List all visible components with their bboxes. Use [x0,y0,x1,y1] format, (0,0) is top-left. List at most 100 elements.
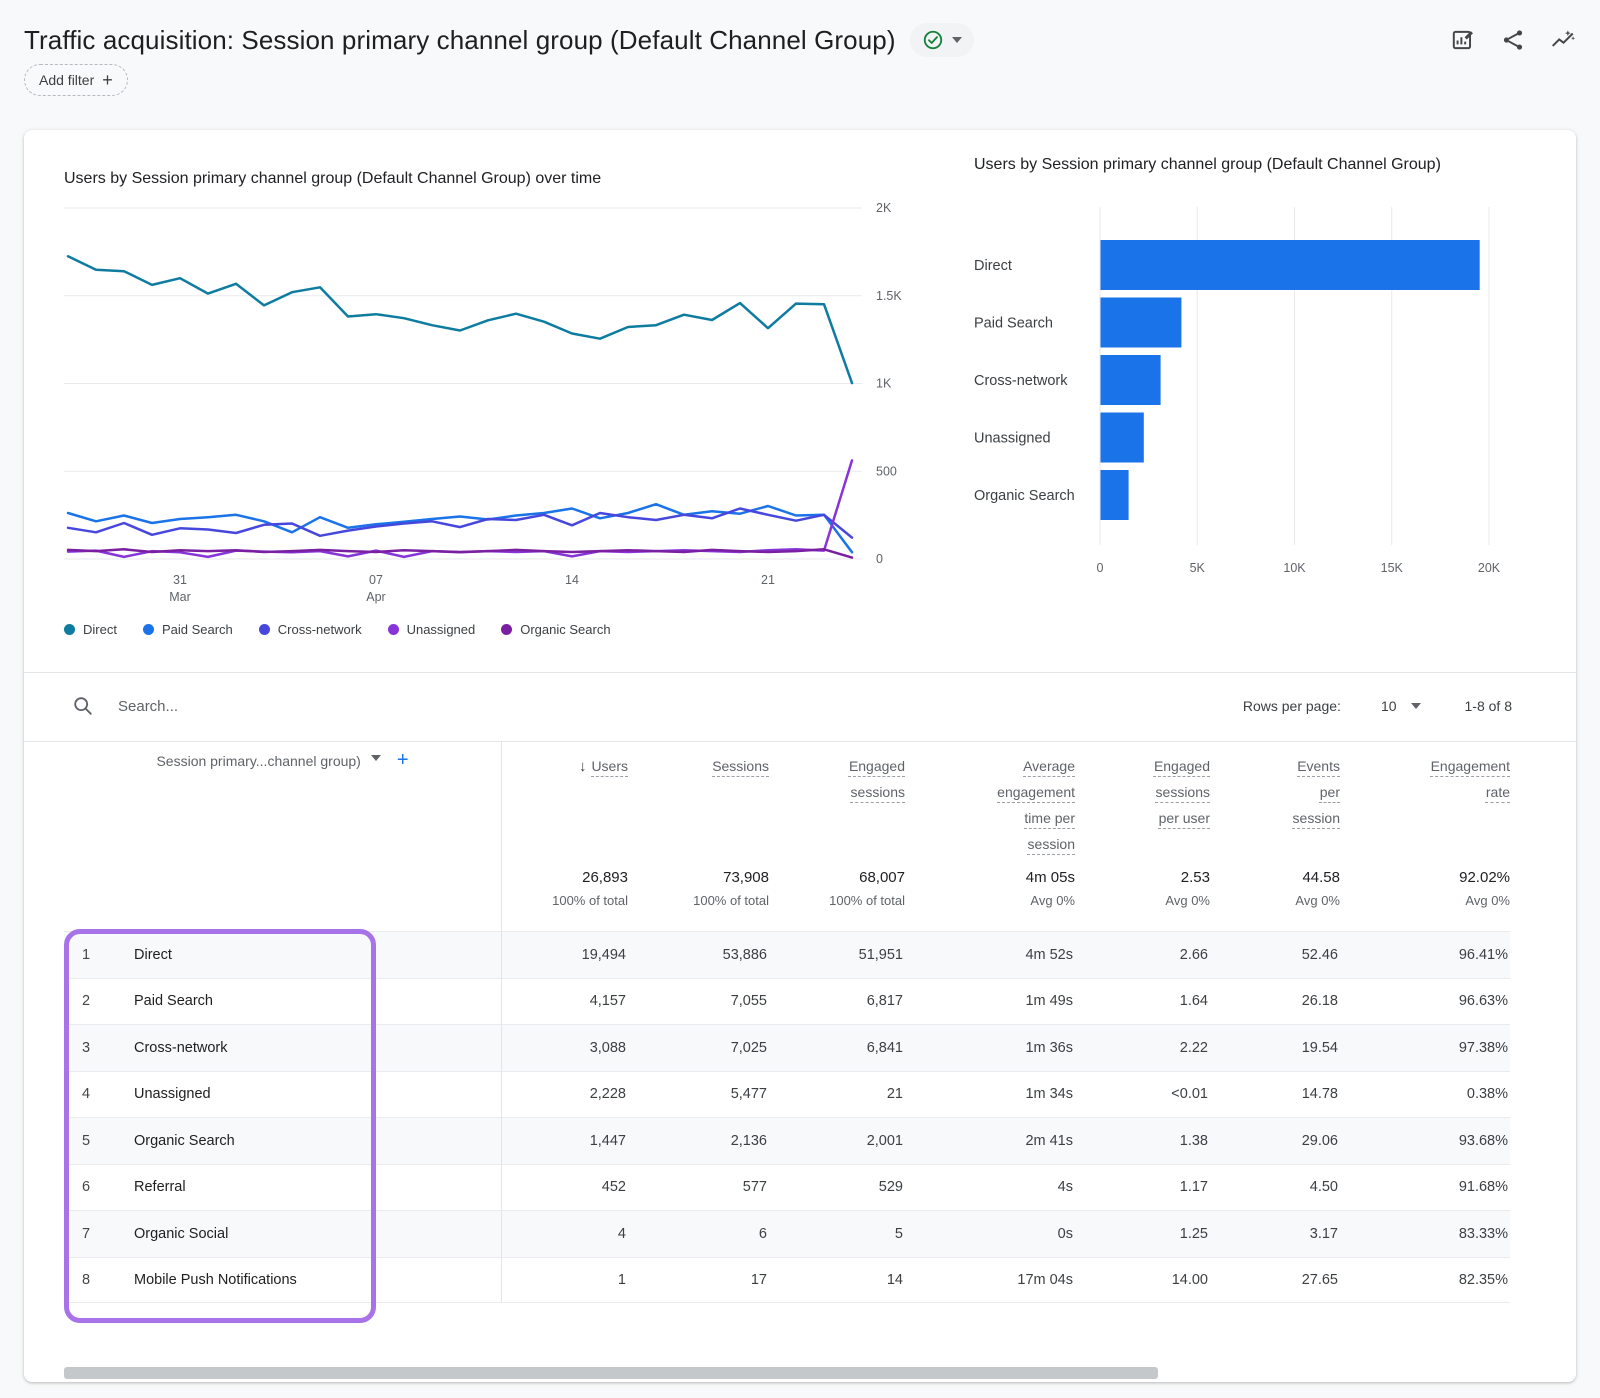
row-channel: Referral [108,1163,502,1210]
metric-cell-engaged-sessions-per-user: 2.66 [1075,931,1210,978]
divider [24,741,1576,742]
search-box [72,695,1243,717]
metric-cell-engaged-sessions-per-user: 2.22 [1075,1024,1210,1071]
metric-cell-engagement-rate: 0.38% [1340,1070,1510,1118]
metric-cell-engaged-sessions: 6,841 [769,1024,905,1071]
metric-cell-engaged-sessions-per-user: 1.25 [1075,1210,1210,1257]
channel-group-table: Session primary...channel group) + ↓ Users S… [64,741,1510,1303]
metric-cell-users: 2,228 [502,1070,628,1118]
metric-cell-engaged-sessions-per-user: 1.64 [1075,977,1210,1025]
row-rank: 7 [64,1210,108,1257]
add-filter-button[interactable]: Add filter + [24,64,128,96]
metric-cell-sessions: 17 [628,1256,769,1303]
column-header-engaged-sessions[interactable]: Engaged sessions [769,741,905,855]
metric-cell-engagement-rate: 82.35% [1340,1256,1510,1303]
totals-spacer [64,855,502,931]
divider [24,672,1576,673]
column-header-events-per-session[interactable]: Events per session [1210,741,1340,855]
row-channel: Cross-network [108,1024,502,1071]
total-value: 2.53 [1180,869,1210,886]
total-value: 68,007 [859,869,905,886]
horizontal-scrollbar-thumb[interactable] [64,1367,1158,1379]
svg-text:1K: 1K [876,377,892,391]
svg-text:0: 0 [1097,561,1104,575]
metric-cell-average-engagement-time-per-session: 17m 04s [905,1256,1075,1303]
total-value: 4m 05s [1025,869,1075,886]
chart-legend: Direct Paid Search Cross-network Unassigned… [64,622,611,637]
metric-cell-users: 1,447 [502,1117,628,1164]
row-channel: Paid Search [108,977,502,1024]
legend-item: Cross-network [258,622,362,637]
add-dimension-icon[interactable]: + [396,749,409,771]
column-header-label: Events per session [1292,758,1340,826]
metric-cell-users: 4,157 [502,977,628,1025]
rows-per-page-select[interactable]: 10 [1381,698,1421,714]
dimension-column-header[interactable]: Session primary...channel group) + [64,741,502,855]
metric-cell-average-engagement-time-per-session: 4m 52s [905,931,1075,978]
total-subtext: Avg 0% [1165,893,1210,908]
metric-cell-average-engagement-time-per-session: 2m 41s [905,1117,1075,1164]
metric-cell-engaged-sessions: 6,817 [769,977,905,1025]
bar-chart: 0 5K 10K 15K 20K Direct Paid Search Cross-netwo… [974,207,1501,575]
column-header-label: Engaged sessions per user [1153,758,1210,826]
metric-cell-engaged-sessions-per-user: 1.38 [1075,1117,1210,1164]
metric-cell-engagement-rate: 97.38% [1340,1024,1510,1071]
metric-cell-average-engagement-time-per-session: 1m 36s [905,1024,1075,1071]
svg-text:21: 21 [761,573,775,587]
metric-cell-engaged-sessions-per-user: 1.17 [1075,1163,1210,1211]
total-value: 44.58 [1302,869,1340,886]
metric-cell-events-per-session: 14.78 [1210,1070,1340,1118]
row-channel: Mobile Push Notifications [108,1256,502,1303]
svg-text:14: 14 [565,573,579,587]
column-header-average-engagement-time-per-session[interactable]: Average engagement time per session [905,741,1075,855]
total-subtext: 100% of total [552,893,628,908]
dimension-header-label: Session primary...channel group) [156,753,361,769]
metric-cell-average-engagement-time-per-session: 1m 49s [905,977,1075,1025]
insights-button[interactable] [1550,27,1576,53]
report-status-badge[interactable] [909,23,974,57]
share-icon [1503,30,1523,50]
metric-cell-users: 3,088 [502,1024,628,1071]
row-rank: 2 [64,977,108,1025]
bar-chart-title: Users by Session primary channel group (… [974,156,1441,173]
share-button[interactable] [1500,27,1526,53]
metric-cell-events-per-session: 52.46 [1210,931,1340,978]
chevron-down-icon[interactable] [370,755,381,761]
svg-text:15K: 15K [1381,561,1404,575]
total-value: 73,908 [723,869,769,886]
column-header-users[interactable]: ↓ Users [502,741,628,855]
edit-report-icon [1452,30,1473,50]
column-header-label: Average engagement time per session [997,758,1075,852]
table-toolbar: Rows per page: 10 1-8 of 8 [72,686,1512,726]
report-header: Traffic acquisition: Session primary cha… [24,18,1576,62]
rows-per-page-label: Rows per page: [1242,698,1341,714]
svg-text:500: 500 [876,464,897,478]
metric-cell-engagement-rate: 91.68% [1340,1163,1510,1211]
svg-text:1.5K: 1.5K [876,289,902,303]
total-users: 26,893 100% of total [502,855,628,931]
legend-label: Paid Search [161,622,233,637]
row-channel: Organic Social [108,1210,502,1257]
column-header-sessions[interactable]: Sessions [628,741,769,855]
column-header-label: Users [591,758,628,774]
rows-per-page-value: 10 [1380,698,1397,714]
search-input[interactable] [116,696,540,716]
column-header-engagement-rate[interactable]: Engagement rate [1340,741,1510,855]
column-header-engaged-sessions-per-user[interactable]: Engaged sessions per user [1075,741,1210,855]
metric-cell-users: 4 [502,1210,628,1257]
column-header-label: Engaged sessions [848,758,905,800]
svg-text:Organic Search: Organic Search [974,488,1075,504]
metric-cell-engaged-sessions: 5 [769,1210,905,1257]
legend-label: Organic Search [520,622,611,637]
metric-cell-sessions: 7,025 [628,1024,769,1071]
metric-cell-events-per-session: 3.17 [1210,1210,1340,1257]
pagination-label: 1-8 of 8 [1464,698,1512,714]
row-channel: Unassigned [108,1070,502,1117]
legend-dot-icon [64,624,75,635]
metric-cell-engaged-sessions-per-user: 14.00 [1075,1256,1210,1303]
plus-icon: + [102,70,113,90]
rows-per-page: Rows per page: 10 [1243,698,1421,714]
svg-text:Mar: Mar [169,590,191,604]
edit-report-button[interactable] [1450,27,1476,53]
row-rank: 3 [64,1024,108,1071]
